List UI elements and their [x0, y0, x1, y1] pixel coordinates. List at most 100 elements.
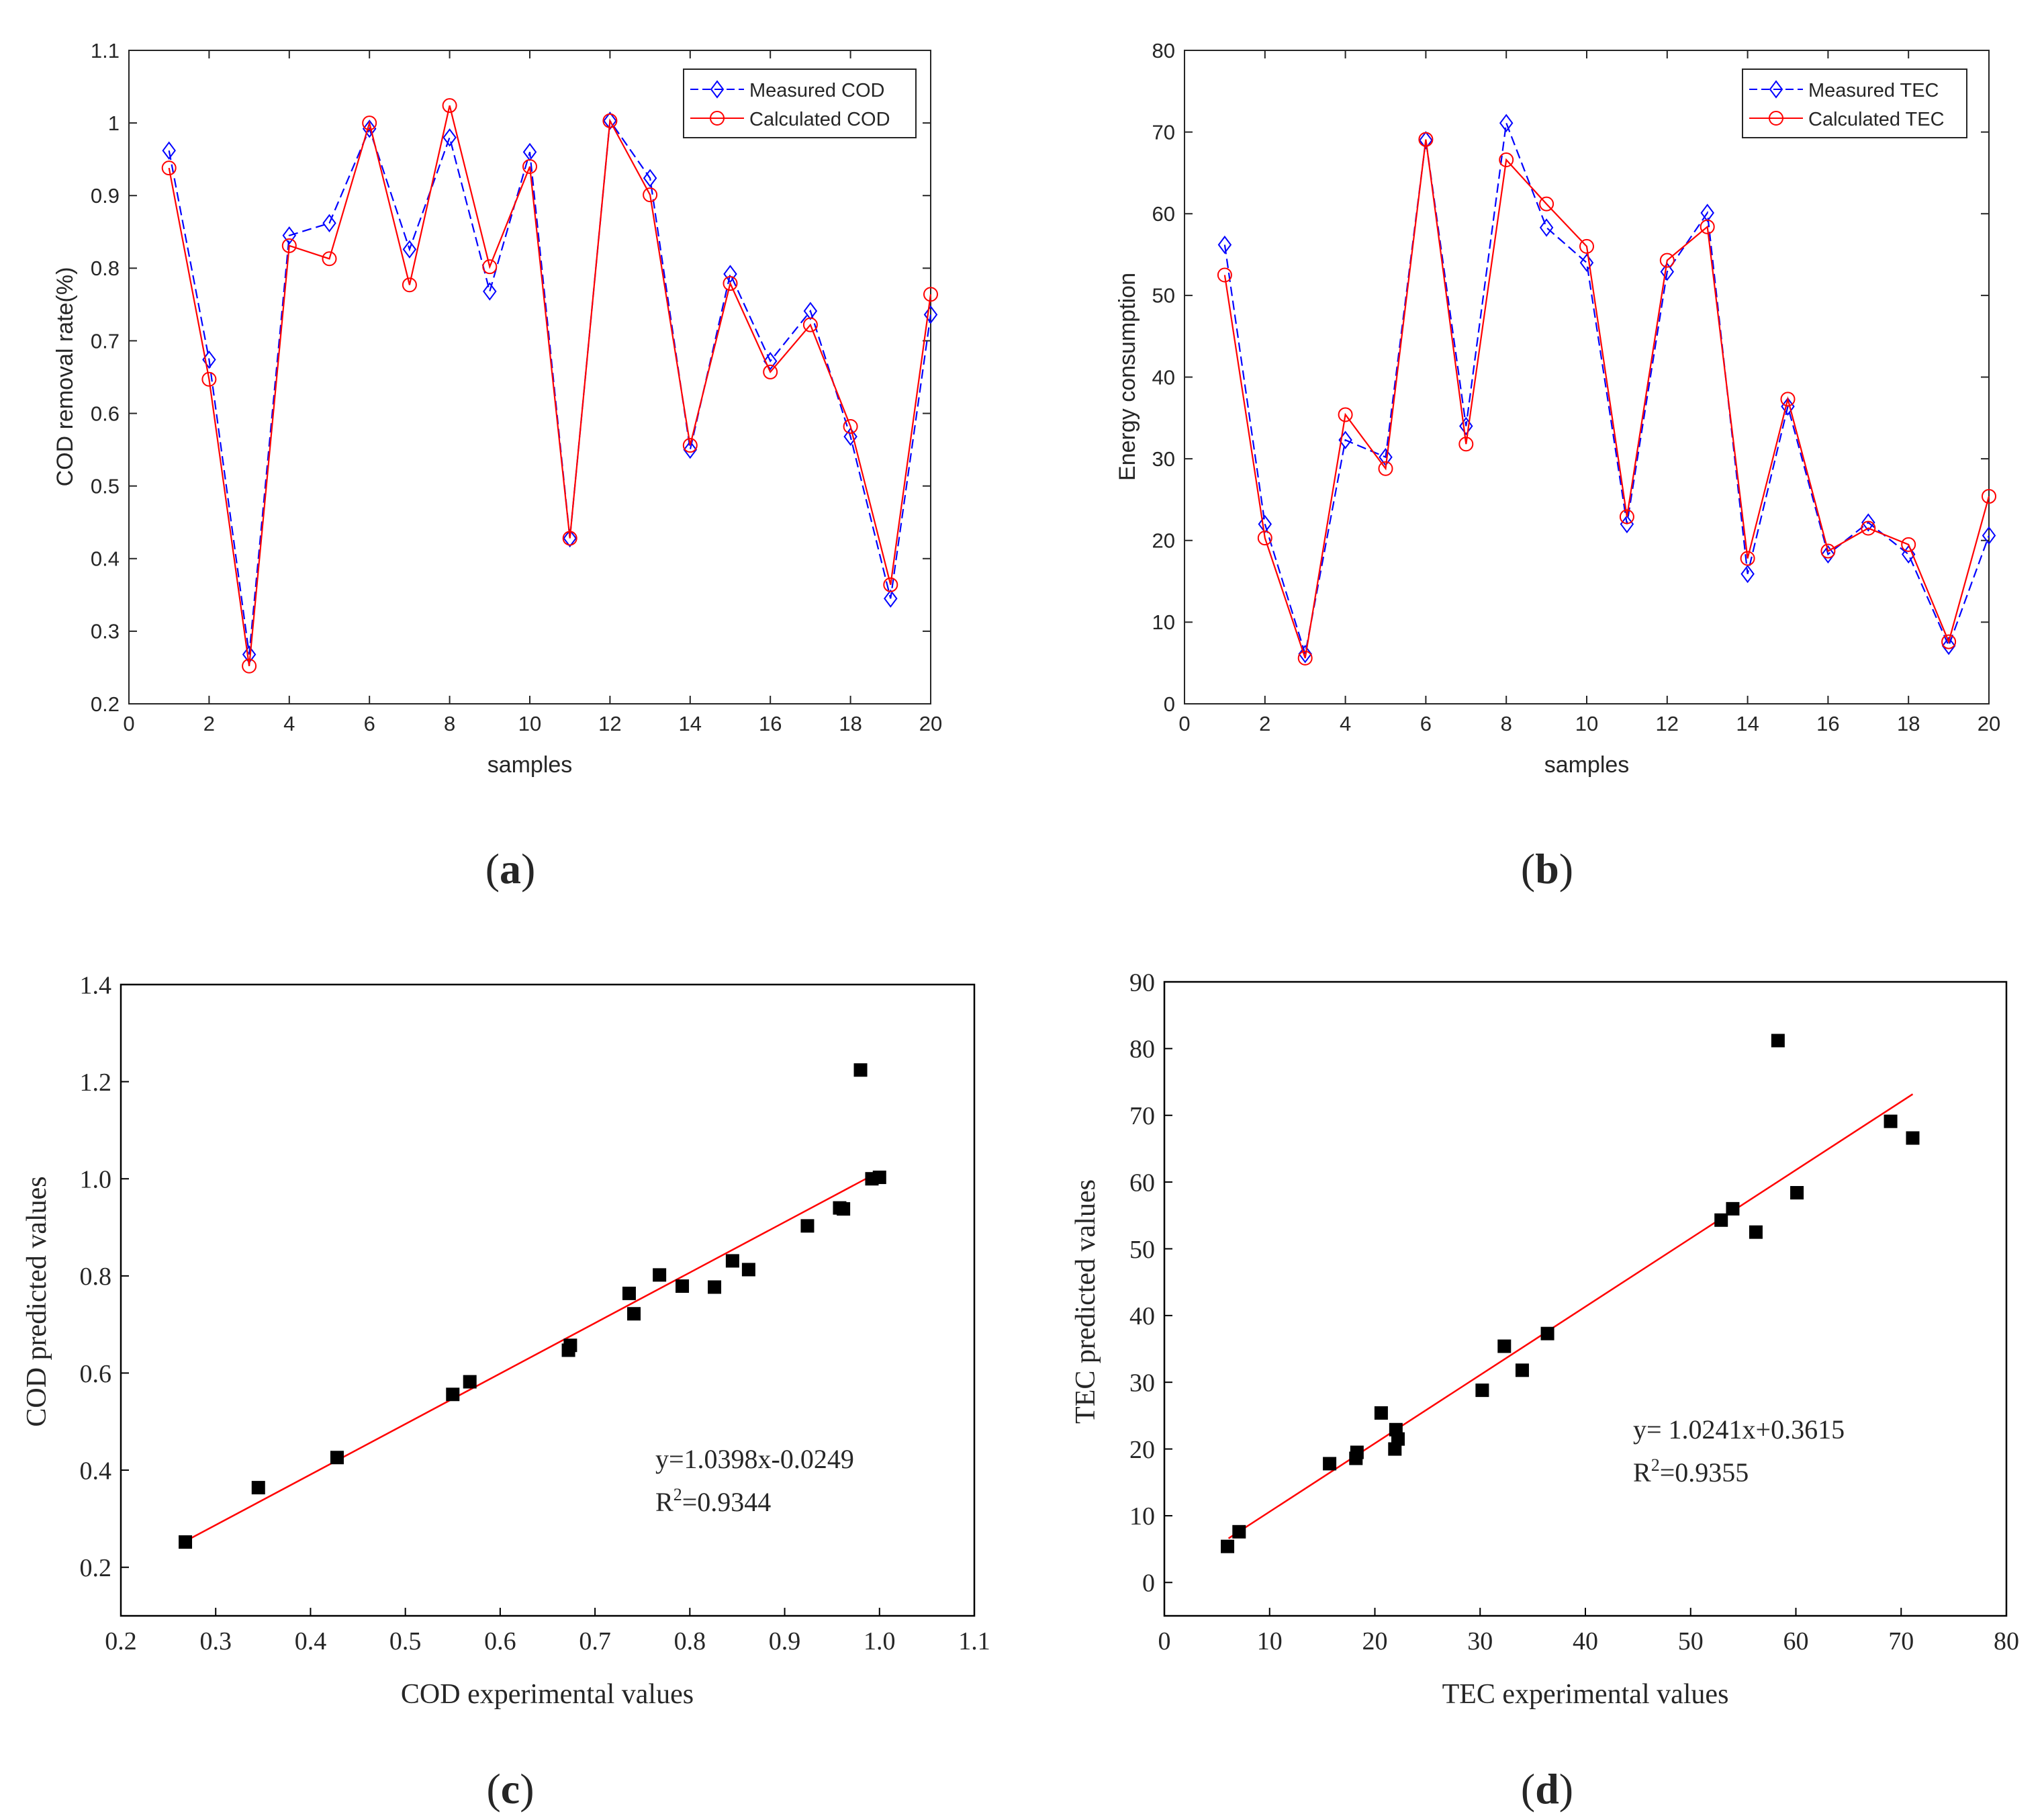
chart-c-point	[627, 1307, 641, 1321]
chart-b-point-calculated	[1579, 238, 1594, 254]
chart-a-point-calculated	[643, 187, 658, 203]
chart-b-xtick-label: 8	[1501, 712, 1512, 735]
chart-b-point-measured	[1901, 545, 1916, 564]
chart-c-point	[837, 1202, 851, 1216]
chart-b-ytick-label: 10	[1152, 610, 1175, 634]
chart-b-ytick-label: 70	[1152, 120, 1175, 144]
chart-b-ytick-label: 30	[1152, 447, 1175, 471]
chart-c-fit-line	[185, 1171, 880, 1542]
chart-b-xtick-label: 6	[1420, 712, 1432, 735]
chart-a-point-calculated	[281, 238, 297, 253]
chart-b-point-measured	[1861, 513, 1875, 532]
chart-d-yticks: 0 10 20 30 40 50 60 70 80 90	[1129, 968, 1172, 1598]
chart-a-point-calculated	[161, 161, 177, 176]
chart-d-ytick-label: 90	[1129, 968, 1155, 997]
chart-c-point	[463, 1375, 477, 1389]
chart-d-ytick-label: 30	[1129, 1369, 1155, 1398]
chart-c-frame	[120, 983, 976, 1617]
chart-d-point	[1350, 1445, 1364, 1459]
chart-b-xtick-label: 16	[1816, 712, 1839, 735]
chart-d-point	[1726, 1201, 1740, 1216]
chart-a-legend-label-0: Measured COD	[749, 80, 884, 101]
chart-c-scatter: 0.2 0.4 0.6 0.8 1.0 1.2 1.4 0.2 0.3 0.4 0.5 0.6 0.7…	[21, 971, 990, 1710]
chart-a-point-calculated	[843, 419, 858, 435]
chart-c-ytick-label: 1.4	[80, 971, 112, 999]
chart-a-legend-diamond-icon	[710, 80, 725, 99]
chart-b-xtick-label: 0	[1178, 712, 1190, 735]
chart-d-point	[1497, 1339, 1512, 1353]
chart-a-point-calculated	[883, 577, 898, 592]
chart-b-xtick-label: 10	[1575, 712, 1598, 735]
chart-a-xtick-label: 0	[123, 712, 134, 735]
chart-d-ytick-label: 0	[1142, 1569, 1155, 1598]
chart-b-point-calculated	[1458, 437, 1474, 452]
chart-a-point-calculated	[522, 158, 537, 174]
chart-c-xtick-label: 0.5	[389, 1627, 422, 1655]
chart-d-point	[1515, 1363, 1529, 1377]
chart-b-point-measured	[1700, 203, 1714, 222]
chart-d-xtick-label: 80	[1994, 1627, 2019, 1655]
chart-a-xtick-label: 14	[679, 712, 702, 735]
chart-a-point-calculated	[562, 531, 577, 546]
chart-b-point-calculated	[1338, 407, 1353, 422]
chart-b-legend-label-1: Calculated TEC	[1808, 109, 1945, 130]
chart-b-ytick-label: 60	[1152, 202, 1175, 226]
chart-c-ytick-label: 1.0	[80, 1166, 112, 1194]
chart-c-point	[800, 1219, 815, 1233]
chart-a-xtick-label: 4	[283, 712, 295, 735]
chart-d-fit	[1227, 1093, 1914, 1539]
chart-d-ytick-label: 50	[1129, 1236, 1155, 1264]
chart-c-ytick-label: 0.4	[80, 1457, 112, 1485]
chart-c-ytick-label: 1.2	[80, 1068, 112, 1097]
chart-d-point	[1232, 1525, 1246, 1539]
chart-c-yticks: 0.2 0.4 0.6 0.8 1.0 1.2 1.4	[80, 971, 129, 1582]
chart-d-xtick-label: 30	[1467, 1627, 1493, 1655]
chart-d-annotation-r2: R2=0.9355	[1633, 1455, 1749, 1488]
chart-d-point	[1714, 1213, 1728, 1227]
chart-b-point-measured	[1660, 262, 1675, 281]
chart-a-ytick-label: 0.8	[91, 257, 120, 280]
chart-c-annotation-r2: R2=0.9344	[655, 1485, 771, 1517]
chart-c-point	[653, 1268, 667, 1282]
chart-c-point	[446, 1387, 460, 1402]
chart-b-point-measured	[1419, 131, 1433, 150]
chart-b-point-calculated	[1901, 537, 1916, 552]
chart-a-line: 0.2 0.3 0.4 0.5 0.6 0.7 0.8 0.9 1 1.1 0 2 4 6 8 10 12 14…	[52, 39, 942, 778]
chart-c-point	[708, 1280, 722, 1294]
chart-a-xtick-label: 10	[518, 712, 541, 735]
chart-c-fit	[185, 1171, 880, 1542]
chart-a-point-measured	[362, 120, 377, 138]
chart-d-xtick-label: 40	[1573, 1627, 1598, 1655]
chart-a-ytick-label: 0.3	[91, 620, 120, 643]
chart-c-ylabel: COD predicted values	[21, 1176, 52, 1426]
chart-b-xtick-label: 12	[1656, 712, 1679, 735]
chart-b-xtick-label: 20	[1978, 712, 2000, 735]
chart-a-point-measured	[923, 305, 938, 324]
chart-a-point-calculated	[201, 371, 217, 387]
chart-d-point	[1906, 1131, 1920, 1145]
chart-b-point-measured	[1499, 113, 1514, 132]
chart-c-xticks: 0.2 0.3 0.4 0.5 0.6 0.7 0.8 0.9 1.0 1.1	[105, 1608, 990, 1655]
chart-a-ylabel: COD removal rate(%)	[52, 267, 78, 487]
chart-a-point-measured	[843, 427, 857, 446]
chart-a-ytick-label: 0.2	[91, 692, 120, 716]
chart-d-annotation-equation: y= 1.0241x+0.3615	[1633, 1414, 1845, 1445]
chart-d-point	[1475, 1383, 1489, 1398]
chart-a-ytick-label: 1.1	[91, 39, 120, 62]
chart-a-xtick-label: 18	[839, 712, 862, 735]
chart-b-line: 0 10 20 30 40 50 60 70 80 0 2 4 6 8 10 12 14 16 18 20 samp…	[1115, 39, 2000, 778]
chart-a-xtick-label: 8	[444, 712, 455, 735]
chart-b-ytick-label: 50	[1152, 284, 1175, 308]
chart-c-point	[853, 1063, 868, 1077]
chart-b-legend: Measured TEC Calculated TEC	[1742, 69, 1967, 138]
chart-d-ytick-label: 10	[1129, 1502, 1155, 1531]
chart-a-xtick-label: 2	[203, 712, 215, 735]
chart-b-series-line-1	[1223, 139, 1990, 659]
chart-b-point-measured	[1459, 416, 1473, 436]
chart-b-point-measured	[1740, 564, 1755, 584]
chart-b-point-measured	[1821, 545, 1835, 564]
chart-c-point	[330, 1451, 344, 1465]
chart-d-ytick-label: 80	[1129, 1036, 1155, 1064]
chart-a-point-measured	[162, 141, 176, 160]
